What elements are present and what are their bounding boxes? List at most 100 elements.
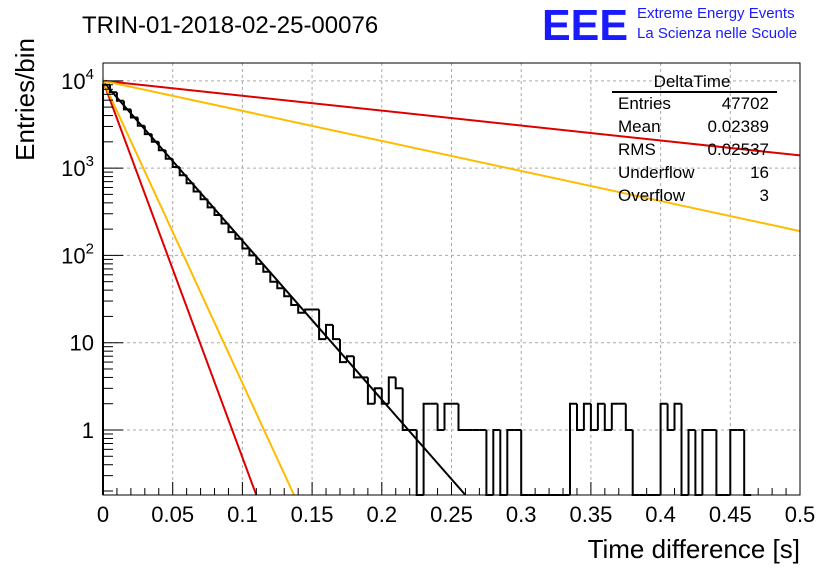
- stats-label-mean: Mean: [618, 117, 661, 136]
- histogram-bin: [387, 376, 396, 404]
- x-tick-label: 0.45: [709, 502, 752, 527]
- y-tick-label: 104: [61, 66, 94, 94]
- axis-ticks: [102, 80, 801, 495]
- histogram-bin: [520, 430, 529, 496]
- stats-value-entries: 47702: [722, 94, 769, 113]
- x-tick-label: 0.1: [227, 502, 258, 527]
- histogram-bin: [227, 223, 236, 234]
- histogram-bin: [422, 402, 431, 495]
- histogram-bin: [631, 430, 640, 496]
- stats-value-overflow: 3: [760, 186, 769, 205]
- histogram-bin: [248, 248, 257, 257]
- histogram-bin: [262, 263, 271, 273]
- histogram-bin: [659, 402, 668, 495]
- histogram-bin: [666, 403, 675, 431]
- histogram-bin: [339, 339, 347, 364]
- histogram-bin: [136, 117, 145, 127]
- x-tick-label: 0.15: [291, 502, 334, 527]
- histogram-bin: [325, 323, 333, 340]
- stats-label-rms: RMS: [618, 140, 656, 159]
- histogram-bin: [603, 403, 612, 431]
- histogram-bin: [269, 271, 278, 283]
- histogram-bin: [373, 387, 382, 404]
- histogram-bin: [150, 134, 159, 143]
- histogram-bin: [443, 402, 452, 430]
- fit-curve: [102, 80, 295, 496]
- fit-curve: [102, 79, 801, 233]
- histogram-bin: [394, 377, 403, 390]
- y-tick-label: 102: [61, 240, 94, 268]
- histogram-bin: [164, 150, 173, 160]
- histogram-bin: [157, 141, 166, 152]
- eee-logo: EEE: [542, 1, 628, 50]
- histogram-bin: [115, 92, 124, 102]
- logo-line-2: La Scienza nelle Scuole: [637, 25, 797, 42]
- histogram-bin: [715, 430, 724, 496]
- histogram-bin: [624, 403, 633, 431]
- fit-curve: [102, 80, 258, 496]
- histogram-bin: [576, 403, 584, 431]
- histogram-bin: [276, 281, 285, 290]
- stats-box: DeltaTime Entries 47702 Mean 0.02389 RMS…: [612, 72, 777, 205]
- histogram-bin: [506, 429, 515, 495]
- histogram-bin: [743, 430, 752, 496]
- histogram-bin: [701, 429, 710, 495]
- histogram-bin: [318, 309, 326, 341]
- logo-line-1: Extreme Energy Events: [637, 5, 795, 22]
- stats-value-underflow: 16: [750, 163, 769, 182]
- histogram-bin: [345, 355, 354, 363]
- histogram-bin: [283, 288, 292, 298]
- histogram-bin: [297, 305, 306, 314]
- histogram-bin: [199, 191, 208, 201]
- histogram-bin: [129, 109, 138, 119]
- histogram-bin: [185, 175, 194, 185]
- histogram-bin: [220, 215, 229, 225]
- x-tick-label: 0.4: [645, 502, 676, 527]
- histogram-bin: [109, 84, 117, 94]
- histogram-bin: [485, 430, 494, 496]
- y-tick-label: 103: [61, 153, 94, 181]
- histogram-bin: [569, 402, 577, 495]
- stats-label-overflow: Overflow: [618, 186, 686, 205]
- x-tick-label: 0.3: [506, 502, 537, 527]
- histogram-bin: [610, 402, 619, 430]
- histogram-bin: [589, 403, 598, 431]
- histogram-bin: [492, 429, 501, 495]
- histogram-bin: [332, 324, 340, 341]
- histogram-bin: [122, 100, 131, 111]
- x-tick-label: 0.5: [785, 502, 816, 527]
- histogram-bin: [582, 402, 591, 430]
- histogram-bin: [380, 388, 389, 405]
- histogram-bin: [143, 125, 152, 136]
- histogram-bin: [680, 403, 689, 496]
- histogram-bin: [596, 402, 605, 430]
- histogram-bin: [687, 429, 696, 495]
- histogram-bin: [729, 429, 738, 495]
- x-tick-label: 0.25: [430, 502, 473, 527]
- stats-label-entries: Entries: [618, 94, 671, 113]
- histogram-bin: [304, 308, 313, 313]
- histogram-bin: [290, 296, 299, 306]
- stats-value-rms: 0.02537: [708, 140, 769, 159]
- run-title: TRIN-01-2018-02-25-00076: [82, 12, 378, 39]
- histogram-bin: [352, 356, 361, 379]
- histogram-bin: [206, 199, 215, 209]
- histogram-bin: [171, 158, 180, 168]
- stats-value-mean: 0.02389: [708, 117, 769, 136]
- histogram-bin: [499, 430, 508, 496]
- histogram-bin: [673, 402, 682, 430]
- histogram-bin: [436, 403, 445, 431]
- x-tick-label: 0: [97, 502, 109, 527]
- histogram-bin: [366, 377, 375, 405]
- histogram-bin: [178, 167, 187, 177]
- histogram-bin: [241, 238, 250, 250]
- fit-curve: [102, 79, 801, 157]
- x-tick-label: 0.05: [151, 502, 194, 527]
- histogram-bin: [234, 232, 243, 240]
- histogram-bin: [192, 183, 201, 193]
- histogram-bin: [457, 403, 466, 431]
- histogram-bin: [401, 388, 410, 431]
- y-axis-title: Entries/bin: [10, 38, 40, 161]
